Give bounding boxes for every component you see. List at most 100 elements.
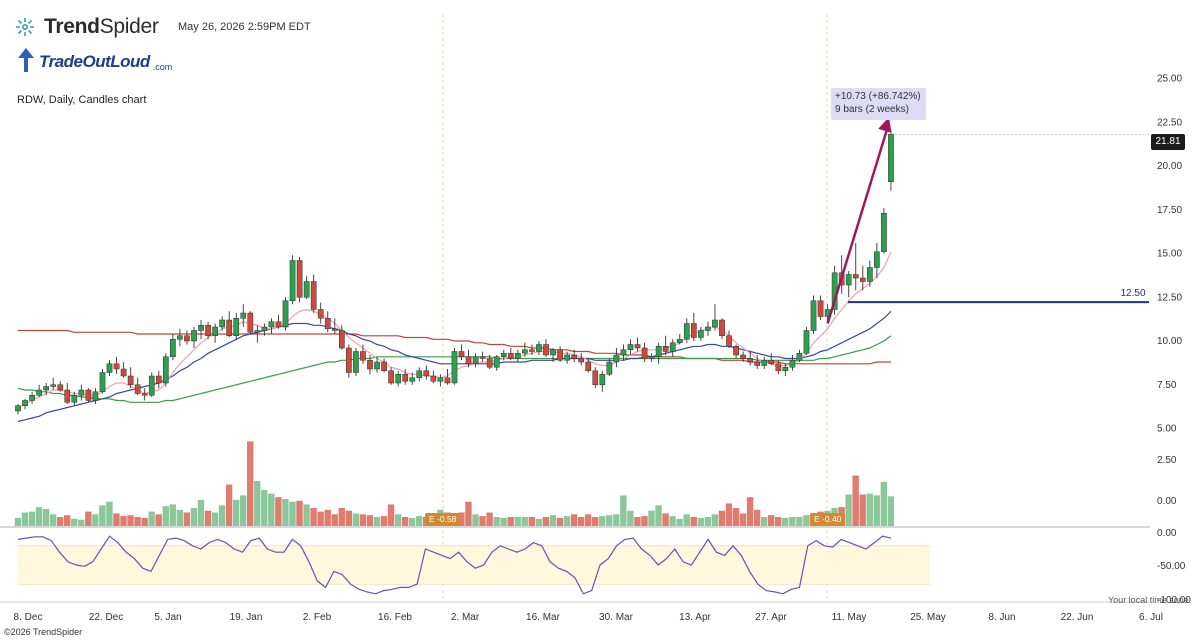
candle: [782, 363, 789, 376]
candle: [585, 358, 592, 373]
candle: [57, 381, 64, 392]
candle-body: [360, 351, 366, 361]
candle-body: [57, 384, 64, 391]
candle-body: [859, 277, 866, 282]
candle: [613, 348, 620, 368]
candle: [22, 398, 28, 410]
candle: [472, 353, 479, 368]
volume-bar: [380, 516, 388, 526]
level-line-label: 12.50: [1120, 288, 1145, 299]
candle: [465, 349, 472, 368]
candle: [113, 356, 120, 375]
candle-body: [141, 393, 148, 396]
candle: [92, 388, 99, 404]
volume-tick-label: 0.00: [1157, 496, 1177, 507]
candle: [191, 327, 197, 348]
price-tick-label: 20.00: [1157, 161, 1182, 172]
volume-bar: [218, 505, 226, 526]
candle: [529, 344, 535, 355]
candle-body: [740, 354, 746, 359]
candle-body: [338, 330, 345, 349]
volume-bar: [197, 499, 205, 526]
volume-bar: [775, 517, 782, 526]
candle: [233, 313, 240, 340]
candle: [388, 367, 394, 385]
candle-body: [592, 370, 599, 385]
volume-bar: [415, 516, 423, 526]
volume-bar: [599, 516, 606, 526]
candle-body: [543, 344, 549, 356]
watermark-suffix: .com: [152, 62, 173, 72]
candle-body: [845, 274, 852, 286]
volume-bar: [42, 508, 50, 526]
candle: [536, 341, 542, 355]
measure-arrow-head: [878, 117, 892, 133]
candle: [874, 243, 880, 278]
candle: [78, 384, 85, 401]
candle: [648, 353, 655, 362]
candle-body: [775, 363, 782, 371]
candle: [43, 383, 50, 396]
candle-body: [803, 330, 810, 354]
volume-bar: [99, 505, 106, 526]
candle: [374, 356, 380, 373]
candle-body: [451, 351, 458, 384]
volume-bar: [331, 514, 338, 526]
candle-body: [99, 372, 106, 392]
volume-bar: [789, 517, 796, 526]
candle: [437, 374, 444, 387]
candle: [493, 355, 500, 371]
volume-bar: [282, 499, 289, 526]
candle: [803, 327, 810, 355]
candle: [627, 339, 634, 355]
volume-bar: [507, 517, 514, 526]
volume-bar: [486, 512, 493, 526]
volume-bar: [134, 517, 141, 526]
candle-body: [627, 344, 634, 350]
tradeoutloud-watermark: TradeOutLoud .com: [16, 48, 172, 72]
candle-body: [712, 319, 718, 328]
candle-body: [226, 319, 233, 336]
candle-body: [866, 267, 873, 282]
x-tick-label: 22. Jun: [1061, 612, 1094, 623]
candle-body: [726, 335, 732, 347]
volume-bar: [92, 514, 99, 526]
candle: [331, 318, 338, 334]
candle-body: [514, 353, 521, 359]
price-tick-label: 25.00: [1157, 74, 1182, 85]
earnings-badge-2[interactable]: E -0.40: [810, 513, 846, 526]
candle: [148, 372, 155, 397]
volume-bar: [127, 515, 134, 526]
candle-body: [472, 356, 479, 364]
volume-bar: [289, 501, 296, 526]
candle-body: [571, 354, 578, 359]
price-tick-label: 22.50: [1157, 117, 1182, 128]
volume-bar: [56, 517, 64, 526]
price-tick-label: 17.50: [1157, 205, 1182, 216]
volume-bar: [49, 514, 57, 526]
x-tick-label: 25. May: [910, 612, 946, 623]
candle-body: [282, 300, 289, 328]
volume-bar: [401, 517, 409, 526]
candle: [740, 351, 746, 362]
candle: [669, 339, 676, 357]
candle: [254, 325, 261, 343]
candle-body: [409, 377, 416, 382]
volume-bar: [261, 490, 268, 526]
volume-bar: [211, 512, 219, 526]
candle: [592, 367, 599, 389]
candle-body: [557, 349, 563, 361]
candle-body: [493, 356, 500, 368]
candle-body: [782, 367, 789, 371]
candle-body: [768, 360, 775, 364]
volume-bar: [176, 509, 184, 526]
copyright: ©2026 TrendSpider: [4, 627, 83, 637]
candle-body: [507, 353, 514, 359]
candle-body: [536, 344, 542, 352]
candle: [578, 353, 585, 366]
candle-body: [444, 377, 451, 384]
candle: [810, 295, 817, 334]
earnings-badge-1[interactable]: E -0.58: [425, 513, 461, 526]
volume-bar: [683, 514, 690, 526]
